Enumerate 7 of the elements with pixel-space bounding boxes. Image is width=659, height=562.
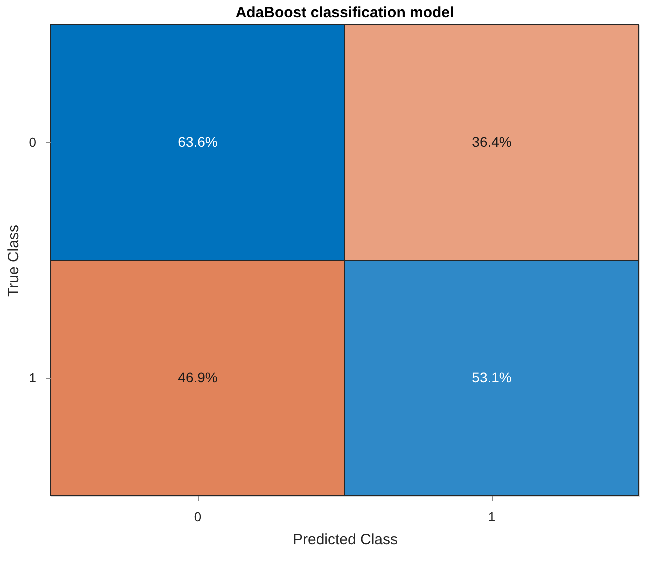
data-label: 46.9%	[178, 369, 218, 386]
data-label: 53.1%	[472, 369, 512, 386]
data-label: 36.4%	[472, 134, 512, 150]
data-label: 63.6%	[178, 134, 218, 150]
x-axis-title: Predicted Class	[292, 532, 398, 548]
chart-title: AdaBoost classification model	[236, 4, 454, 22]
y-axis-title: True Class	[5, 225, 22, 297]
